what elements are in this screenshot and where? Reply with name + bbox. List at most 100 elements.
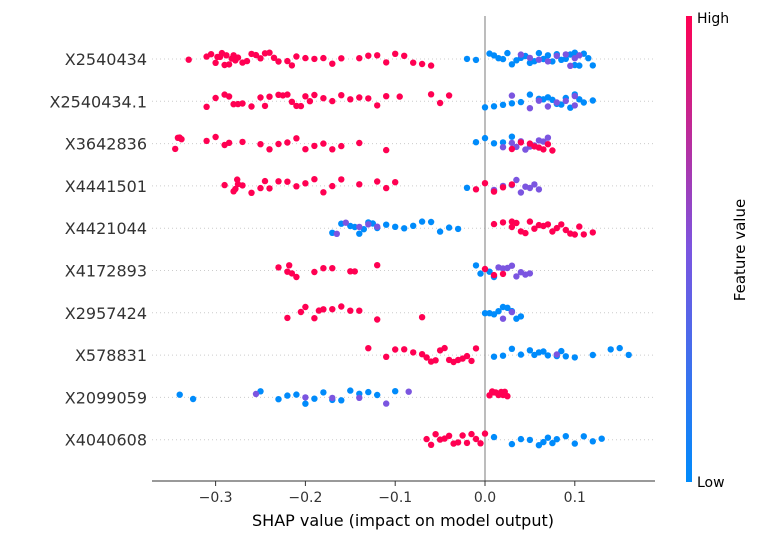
point-mid: [405, 388, 412, 395]
point-high: [558, 221, 565, 228]
point-low: [625, 351, 632, 359]
point-high: [212, 59, 219, 66]
point-high: [544, 221, 552, 228]
point-low: [499, 139, 507, 146]
point-low: [517, 313, 525, 320]
point-low: [589, 438, 596, 445]
point-high: [302, 146, 309, 153]
point-low: [508, 61, 516, 68]
point-mid: [576, 52, 583, 59]
point-mid: [499, 315, 507, 322]
point-high: [383, 146, 390, 154]
point-mid: [356, 223, 363, 231]
point-high: [472, 186, 480, 193]
point-high: [549, 228, 556, 235]
point-high: [454, 439, 462, 446]
point-high: [374, 316, 381, 323]
point-high: [423, 354, 430, 361]
point-mid: [513, 273, 520, 280]
point-low: [549, 58, 556, 65]
point-low: [477, 270, 484, 277]
point-low: [508, 100, 516, 107]
point-low: [607, 346, 614, 353]
point-high: [347, 307, 354, 314]
point-high: [517, 139, 525, 146]
point-high: [257, 184, 264, 192]
point-low: [490, 140, 498, 147]
feature-label: X4040608: [65, 431, 147, 450]
point-high: [329, 60, 336, 67]
feature-label: X3642836: [65, 135, 147, 154]
point-high: [293, 53, 300, 60]
feature-label: X4441501: [65, 177, 147, 196]
point-high: [472, 345, 480, 352]
point-low: [463, 184, 471, 191]
point-high: [338, 142, 345, 150]
point-mid: [526, 184, 534, 192]
point-mid: [571, 102, 578, 109]
point-high: [356, 94, 363, 101]
point-low: [436, 228, 444, 235]
point-low: [562, 353, 569, 360]
point-low: [499, 352, 507, 359]
point-low: [176, 391, 183, 398]
point-low: [338, 397, 345, 404]
point-low: [499, 55, 507, 63]
x-tick-label: −0.2: [288, 490, 322, 506]
point-high: [311, 142, 318, 150]
point-low: [585, 55, 592, 62]
point-mid: [567, 62, 574, 69]
point-high: [266, 146, 273, 153]
point-high: [356, 181, 363, 188]
point-low: [508, 345, 516, 352]
point-mid: [526, 270, 534, 277]
point-high: [221, 181, 228, 189]
point-high: [225, 61, 233, 68]
point-mid: [562, 97, 569, 105]
point-high: [257, 94, 264, 101]
point-high: [383, 93, 390, 100]
point-low: [401, 225, 408, 232]
x-tick-label: 0.1: [564, 490, 586, 506]
point-high: [266, 49, 273, 56]
point-low: [293, 391, 300, 398]
point-mid: [508, 139, 516, 147]
point-high: [499, 219, 507, 226]
point-high: [562, 226, 569, 234]
point-high: [320, 265, 327, 272]
point-high: [374, 262, 381, 269]
point-high: [329, 146, 336, 153]
point-mid: [571, 92, 578, 100]
point-high: [513, 219, 520, 227]
point-low: [472, 139, 480, 146]
point-low: [535, 49, 543, 57]
point-low: [499, 101, 507, 109]
point-high: [477, 440, 484, 447]
point-high: [248, 103, 255, 110]
point-low: [589, 351, 596, 359]
point-low: [517, 351, 525, 358]
x-axis-ticks: −0.3 −0.2 −0.1 0.0 0.1: [199, 481, 586, 506]
point-low: [580, 99, 587, 106]
point-high: [311, 55, 318, 63]
point-high: [392, 50, 399, 57]
point-mid: [302, 394, 309, 401]
point-low: [302, 400, 309, 407]
point-low: [526, 91, 534, 98]
point-high: [223, 52, 230, 59]
colorbar: [686, 16, 692, 482]
point-low: [562, 55, 569, 62]
point-high: [320, 54, 327, 62]
point-high: [185, 56, 192, 63]
point-high: [490, 220, 498, 228]
point-low: [410, 222, 417, 229]
point-high: [508, 181, 516, 188]
point-high: [338, 55, 345, 62]
point-high: [288, 98, 296, 106]
point-high: [275, 140, 282, 148]
point-low: [490, 433, 498, 441]
point-low: [463, 55, 471, 63]
point-high: [320, 95, 327, 102]
point-high: [365, 52, 372, 59]
